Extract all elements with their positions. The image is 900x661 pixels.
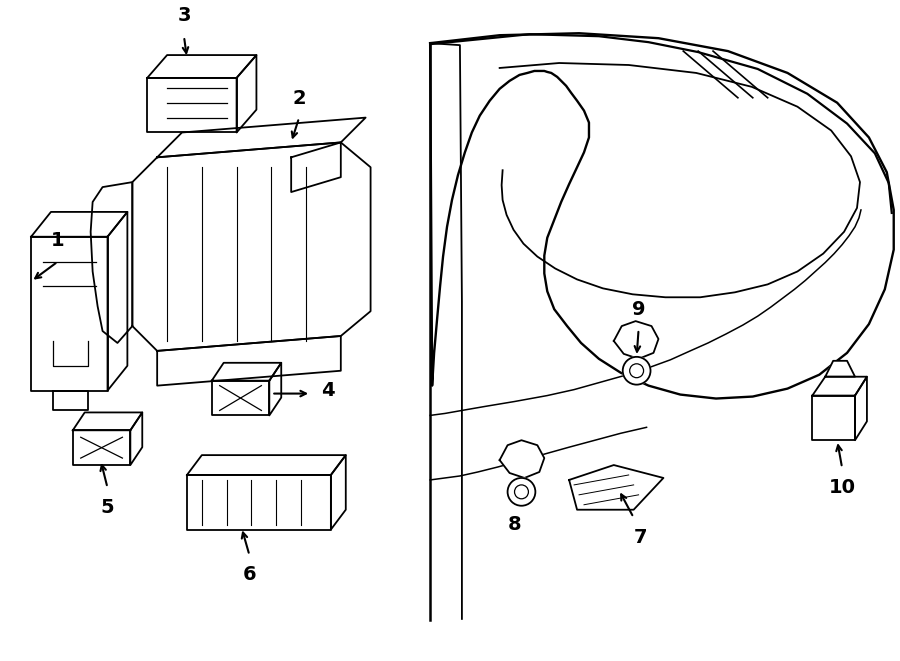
Polygon shape [148, 78, 237, 132]
Polygon shape [212, 381, 269, 415]
Polygon shape [237, 55, 256, 132]
Text: 9: 9 [632, 300, 645, 319]
Polygon shape [855, 377, 867, 440]
Polygon shape [130, 412, 142, 465]
Polygon shape [53, 391, 87, 410]
Polygon shape [73, 412, 142, 430]
Polygon shape [91, 182, 132, 343]
Polygon shape [212, 363, 281, 381]
Polygon shape [32, 212, 128, 237]
Polygon shape [269, 363, 281, 415]
Text: 8: 8 [508, 515, 521, 533]
Text: 4: 4 [321, 381, 335, 400]
Polygon shape [158, 118, 365, 157]
Polygon shape [569, 465, 663, 510]
Text: 7: 7 [634, 527, 647, 547]
Text: 10: 10 [829, 478, 856, 497]
Polygon shape [500, 440, 544, 478]
Polygon shape [614, 321, 659, 359]
Polygon shape [187, 455, 346, 475]
Polygon shape [107, 212, 128, 391]
Polygon shape [813, 377, 867, 395]
Polygon shape [148, 55, 256, 78]
Circle shape [630, 364, 644, 377]
Text: 1: 1 [51, 231, 65, 250]
Circle shape [515, 485, 528, 499]
Text: 5: 5 [101, 498, 114, 517]
Polygon shape [32, 237, 107, 391]
Polygon shape [292, 142, 341, 192]
Text: 3: 3 [177, 7, 191, 25]
Polygon shape [331, 455, 346, 529]
Text: 2: 2 [292, 89, 306, 108]
Polygon shape [813, 395, 855, 440]
Circle shape [508, 478, 536, 506]
Polygon shape [132, 142, 371, 351]
Polygon shape [825, 361, 855, 377]
Polygon shape [73, 430, 130, 465]
Polygon shape [158, 336, 341, 385]
Circle shape [623, 357, 651, 385]
Polygon shape [187, 475, 331, 529]
Text: 6: 6 [243, 565, 256, 584]
